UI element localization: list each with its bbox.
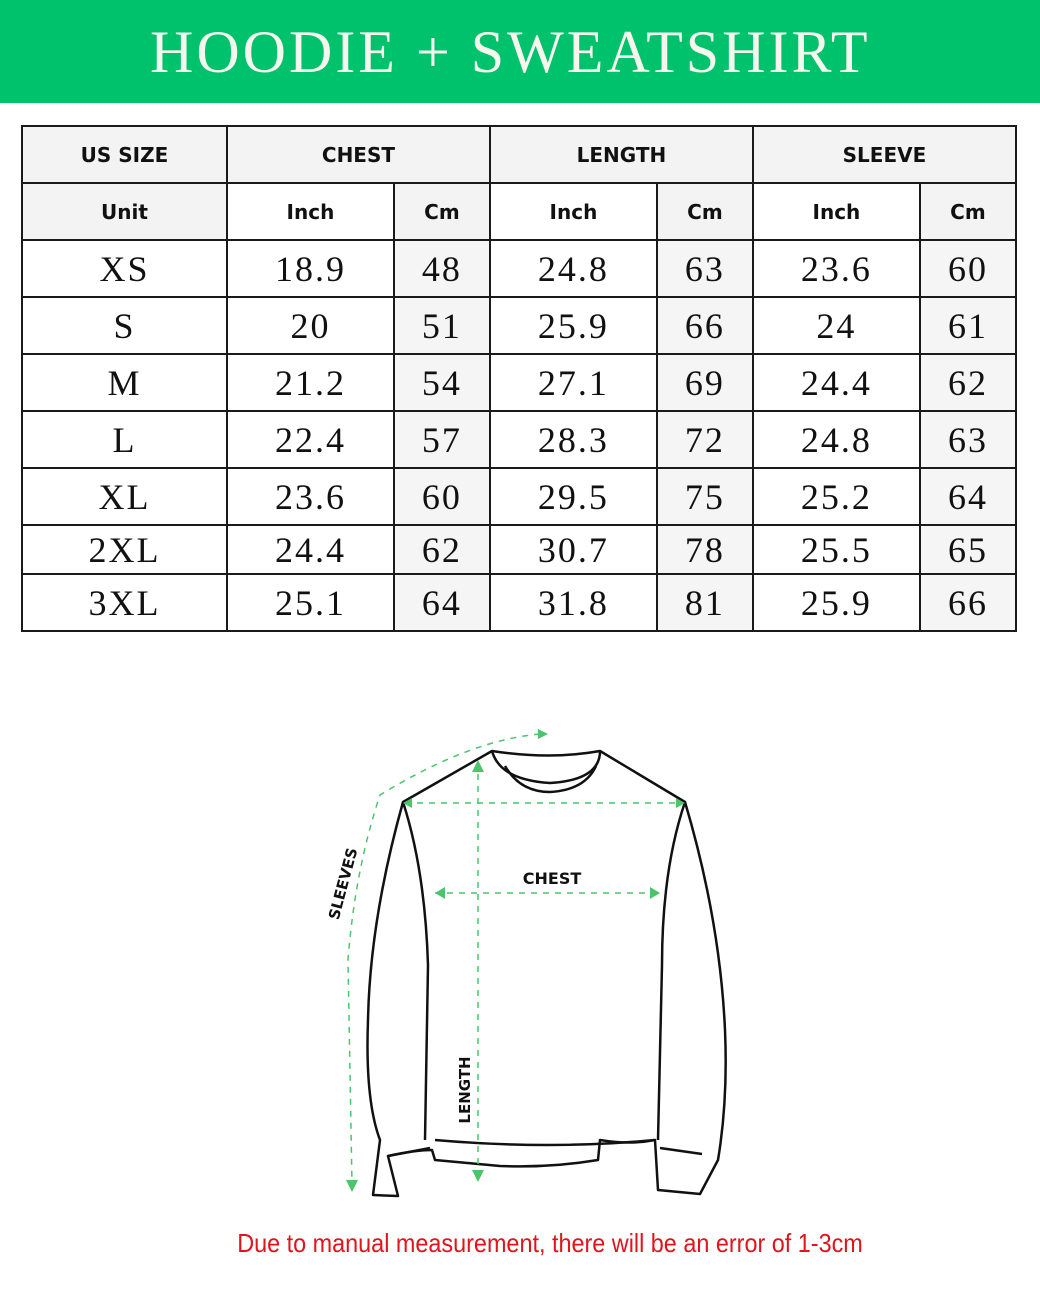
title-banner: HOODIE + SWEATSHIRT <box>0 0 1040 103</box>
measure-cell: 25.9 <box>751 573 921 632</box>
measure-cell: 22.4 <box>225 410 395 469</box>
measure-cell: 25.9 <box>488 296 658 355</box>
measure-cell: 81 <box>655 573 754 632</box>
measure-cell: 63 <box>655 239 754 298</box>
measure-cell: 62 <box>918 353 1018 412</box>
measure-cell: 57 <box>392 410 491 469</box>
size-cell: L <box>21 410 228 469</box>
header-us-size: US SIZE <box>21 125 228 184</box>
measure-cell: 24.8 <box>751 410 921 469</box>
header-inch: Inch <box>751 182 921 241</box>
size-cell: XS <box>21 239 228 298</box>
measure-cell: 24 <box>751 296 921 355</box>
size-cell: S <box>21 296 228 355</box>
header-chest: CHEST <box>225 125 491 184</box>
page-title: HOODIE + SWEATSHIRT <box>150 19 871 85</box>
measure-cell: 27.1 <box>488 353 658 412</box>
measurement-note: Due to manual measurement, there will be… <box>237 1228 863 1258</box>
size-row: L 22.4 57 28.3 72 24.8 63 <box>21 410 1018 469</box>
measure-cell: 51 <box>392 296 491 355</box>
measure-cell: 25.5 <box>751 524 921 575</box>
measure-cell: 66 <box>918 573 1018 632</box>
header-inch: Inch <box>225 182 395 241</box>
measure-cell: 64 <box>392 573 491 632</box>
measure-cell: 61 <box>918 296 1018 355</box>
measure-cell: 24.4 <box>751 353 921 412</box>
measure-cell: 62 <box>392 524 491 575</box>
chest-label: CHEST <box>523 869 582 888</box>
measure-cell: 63 <box>918 410 1018 469</box>
measure-cell: 25.2 <box>751 467 921 526</box>
sleeves-label: SLEEVES <box>325 846 361 922</box>
size-cell: XL <box>21 467 228 526</box>
measure-cell: 75 <box>655 467 754 526</box>
measure-cell: 30.7 <box>488 524 658 575</box>
measure-cell: 69 <box>655 353 754 412</box>
measure-cell: 64 <box>918 467 1018 526</box>
size-row: XL 23.6 60 29.5 75 25.2 64 <box>21 467 1018 526</box>
unit-header-row: Unit Inch Cm Inch Cm Inch Cm <box>21 182 1018 241</box>
header-length: LENGTH <box>488 125 754 184</box>
size-cell: 2XL <box>21 524 228 575</box>
measure-cell: 60 <box>918 239 1018 298</box>
sleeve-line <box>347 733 541 1186</box>
size-row: M 21.2 54 27.1 69 24.4 62 <box>21 353 1018 412</box>
sweatshirt-outline <box>366 749 727 1198</box>
length-label: LENGTH <box>456 1056 474 1123</box>
header-inch: Inch <box>488 182 658 241</box>
size-table: US SIZE CHEST LENGTH SLEEVE Unit Inch Cm… <box>21 125 1018 632</box>
header-cm: Cm <box>655 182 754 241</box>
measure-cell: 65 <box>918 524 1018 575</box>
measure-cell: 24.8 <box>488 239 658 298</box>
measure-cell: 24.4 <box>225 524 395 575</box>
size-row: 2XL 24.4 62 30.7 78 25.5 65 <box>21 524 1018 575</box>
size-cell: 3XL <box>21 573 228 632</box>
measure-cell: 48 <box>392 239 491 298</box>
measure-cell: 23.6 <box>751 239 921 298</box>
measure-cell: 66 <box>655 296 754 355</box>
measure-cell: 28.3 <box>488 410 658 469</box>
size-row: 3XL 25.1 64 31.8 81 25.9 66 <box>21 573 1018 632</box>
size-row: S 20 51 25.9 66 24 61 <box>21 296 1018 355</box>
size-cell: M <box>21 353 228 412</box>
size-row: XS 18.9 48 24.8 63 23.6 60 <box>21 239 1018 298</box>
header-sleeve: SLEEVE <box>751 125 1018 184</box>
header-cm: Cm <box>392 182 491 241</box>
measure-lines <box>347 733 683 1186</box>
measure-cell: 54 <box>392 353 491 412</box>
measure-cell: 78 <box>655 524 754 575</box>
measure-cell: 60 <box>392 467 491 526</box>
measure-cell: 31.8 <box>488 573 658 632</box>
header-cm: Cm <box>918 182 1018 241</box>
measure-cell: 18.9 <box>225 239 395 298</box>
group-header-row: US SIZE CHEST LENGTH SLEEVE <box>21 125 1018 184</box>
header-unit: Unit <box>21 182 228 241</box>
measure-cell: 72 <box>655 410 754 469</box>
arrowheads <box>346 729 685 1192</box>
measure-cell: 21.2 <box>225 353 395 412</box>
measure-cell: 25.1 <box>225 573 395 632</box>
sweatshirt-diagram: CHEST LENGTH SLEEVES <box>325 729 727 1198</box>
measure-cell: 23.6 <box>225 467 395 526</box>
measure-cell: 29.5 <box>488 467 658 526</box>
measure-cell: 20 <box>225 296 395 355</box>
